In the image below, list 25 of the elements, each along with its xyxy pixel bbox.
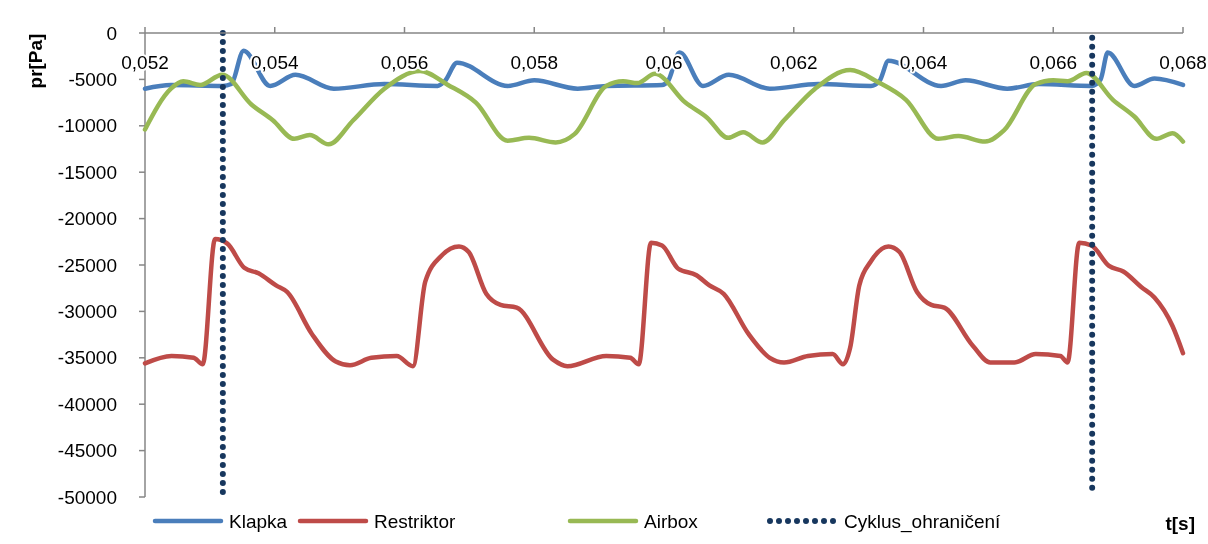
legend-label: Klapka: [229, 510, 288, 532]
x-tick-label: 0,062: [769, 52, 818, 73]
x-tick-label: 0,058: [510, 52, 559, 73]
x-tick-label: 0,064: [899, 52, 948, 73]
y-tick-label: -30000: [57, 301, 117, 323]
x-tick-label: 0,052: [121, 52, 169, 73]
y-tick-label: 0: [106, 22, 117, 44]
legend-label: Cyklus_ohraničení: [844, 510, 1002, 533]
y-tick-label: -15000: [57, 161, 117, 183]
y-tick-label: -45000: [57, 440, 117, 462]
x-tick-label: 0,068: [1159, 52, 1207, 73]
y-axis-title: pr[Pa]: [25, 33, 46, 89]
y-tick-label: -10000: [57, 115, 117, 137]
y-tick-label: -25000: [57, 254, 117, 276]
x-axis-title: t[s]: [1165, 513, 1195, 534]
y-tick-label: -5000: [68, 69, 117, 91]
y-tick-label: -20000: [57, 208, 117, 230]
y-tick-label: -50000: [57, 486, 117, 508]
line-series: [142, 236, 1186, 369]
x-tick-label: 0,056: [380, 52, 429, 73]
legend-label: Airbox: [644, 510, 699, 532]
y-tick-label: -40000: [57, 393, 117, 415]
x-tick-label: 0,066: [1029, 52, 1078, 73]
y-tick-label: -35000: [57, 347, 117, 369]
legend-label: Restriktor: [374, 510, 456, 532]
